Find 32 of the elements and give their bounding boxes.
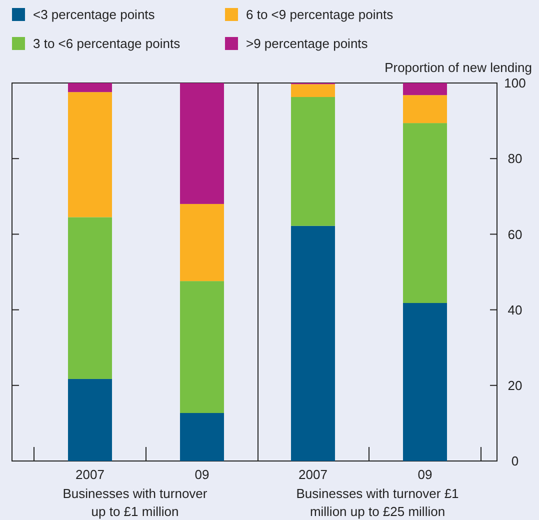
bar: [403, 302, 447, 461]
x-tick-label: 2007: [298, 467, 328, 482]
x-tick-label: 09: [418, 467, 432, 482]
legend-label: <3 percentage points: [33, 7, 156, 22]
bar: [180, 204, 224, 282]
bar: [180, 412, 224, 461]
legend-label: 3 to <6 percentage points: [33, 36, 181, 51]
x-tick-label: 09: [194, 467, 210, 482]
bar: [68, 92, 112, 218]
y-tick-label: 0: [511, 454, 519, 469]
y-tick-label: 20: [508, 378, 522, 393]
bar: [403, 95, 447, 124]
y-tick-label: 100: [504, 76, 526, 91]
bar: [403, 83, 447, 96]
legend-label: 6 to <9 percentage points: [246, 7, 394, 22]
bar: [291, 226, 335, 461]
y-tick-label: 40: [508, 302, 522, 318]
bar: [180, 83, 224, 204]
y-tick-label: 80: [508, 151, 522, 166]
x-tick-label: 2007: [76, 467, 104, 482]
bar: [403, 123, 447, 303]
x-axis-title: Businesses with turnover up to £1 million: [62, 486, 208, 519]
bar: [291, 96, 335, 226]
bar: [68, 217, 112, 379]
bar: [68, 83, 112, 92]
y-axis-title: Proportion of new lending: [384, 60, 532, 75]
bar: [180, 281, 224, 413]
bar: [291, 84, 335, 97]
legend-label: >9 percentage points: [246, 36, 368, 51]
bar: [68, 378, 112, 461]
y-tick-label: 60: [508, 226, 522, 242]
x-axis-title: Businesses with turnover £1 million up to £25 million: [296, 486, 459, 519]
